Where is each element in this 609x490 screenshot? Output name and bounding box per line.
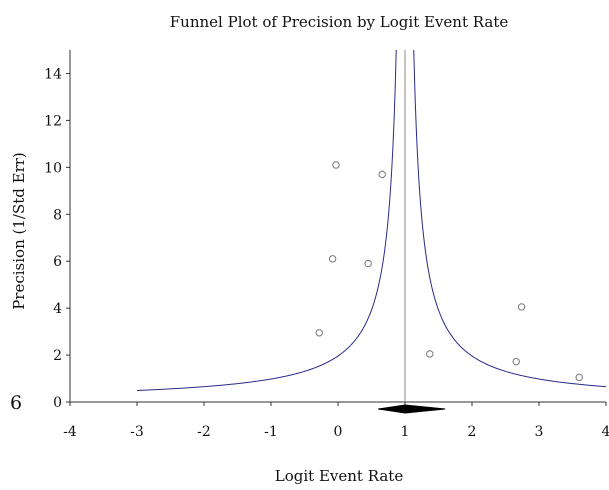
x-tick-label: 2 (468, 424, 477, 440)
y-tick-label: 8 (53, 207, 62, 223)
data-point (364, 259, 372, 268)
y-tick-label: 14 (44, 66, 62, 82)
data-point (378, 170, 386, 179)
x-tick-label: -4 (63, 424, 77, 440)
y-tick-label: 2 (53, 348, 62, 364)
summary-diamond (378, 404, 446, 414)
y-tick-label: 4 (53, 301, 62, 317)
funnel-right-curve (413, 49, 607, 388)
x-tick-label: -2 (197, 424, 211, 440)
stray-label: 6 (10, 392, 22, 414)
data-point (517, 303, 526, 311)
data-point (426, 350, 434, 358)
y-axis-label: Precision (1/Std Err) (10, 152, 28, 310)
x-tick-label: -3 (130, 424, 144, 440)
y-tick-label: 12 (44, 113, 62, 129)
x-tick-label: 1 (401, 424, 410, 440)
x-tick-label: -1 (264, 424, 278, 440)
chart-title: Funnel Plot of Precision by Logit Event … (170, 13, 509, 31)
data-point (328, 255, 337, 263)
x-tick-label: 3 (535, 424, 544, 440)
y-tick-label: 0 (53, 395, 62, 411)
x-tick-label: 4 (602, 424, 609, 440)
x-tick-label: 0 (334, 424, 343, 440)
y-tick-label: 6 (53, 254, 62, 270)
data-point (315, 329, 323, 337)
x-axis-label: Logit Event Rate (275, 467, 404, 485)
data-point (512, 357, 520, 366)
y-tick-label: 10 (44, 160, 62, 176)
data-point (575, 373, 583, 382)
data-point (332, 161, 340, 169)
funnel-left-curve (136, 49, 397, 391)
